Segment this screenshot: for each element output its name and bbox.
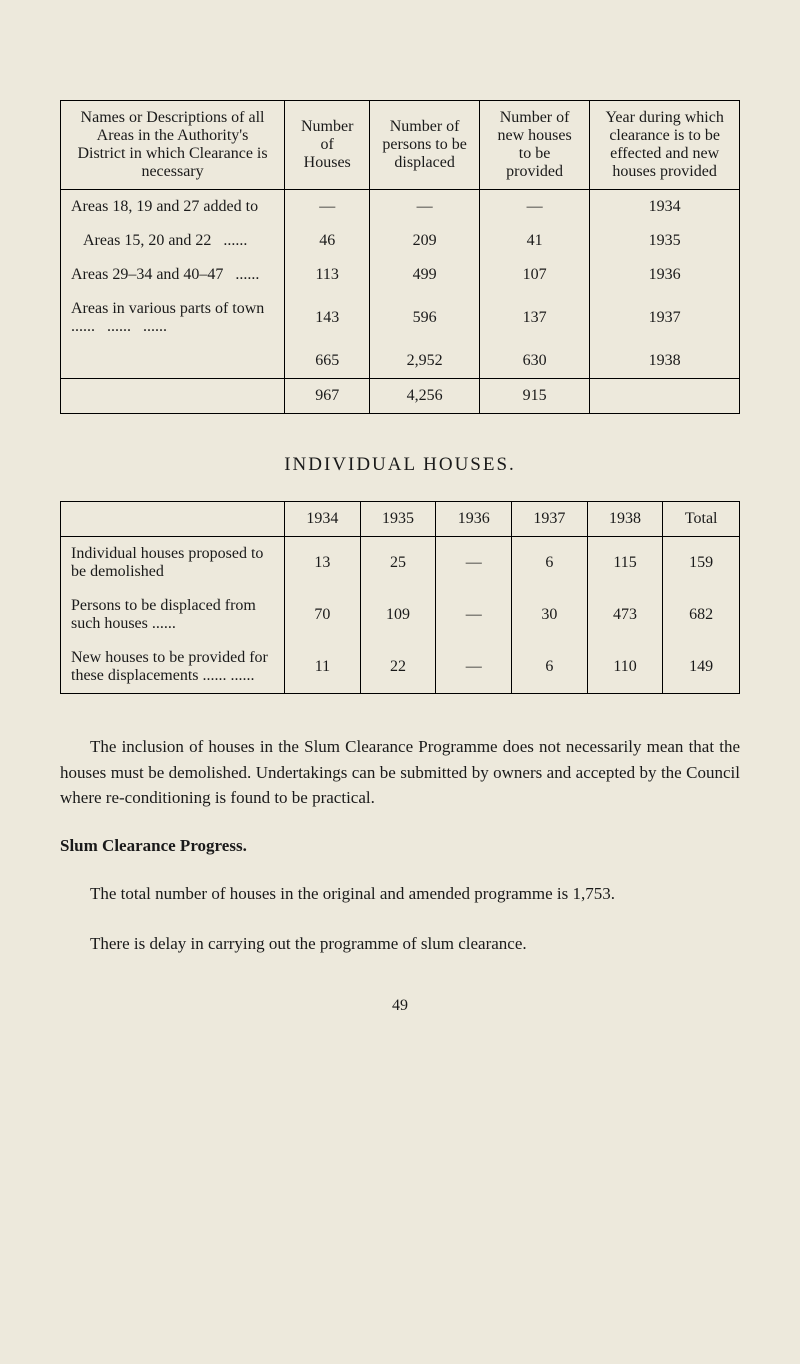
cell-1935: 109 [360, 589, 436, 641]
clearance-areas-table: Names or Descriptions of all Areas in th… [60, 100, 740, 414]
section-title-individual-houses: INDIVIDUAL HOUSES. [60, 454, 740, 476]
table-row: Individual houses proposed to be demolis… [61, 537, 740, 590]
cell-total-persons: 4,256 [370, 379, 480, 414]
cell-persons: 2,952 [370, 344, 480, 379]
cell-total: 682 [663, 589, 740, 641]
table-row: Areas 15, 20 and 22 ......46209411935 [61, 224, 740, 258]
cell-1934: 11 [285, 641, 361, 694]
cell-desc: Individual houses proposed to be demolis… [61, 537, 285, 590]
cell-1934: 13 [285, 537, 361, 590]
cell-total: 159 [663, 537, 740, 590]
cell-1935: 22 [360, 641, 436, 694]
cell-persons: — [370, 190, 480, 225]
cell-1936: — [436, 641, 512, 694]
table-row: Areas in various parts of town ...... ..… [61, 292, 740, 344]
cell-1936: — [436, 537, 512, 590]
table-row: Areas 29–34 and 40–47 ......113499107193… [61, 258, 740, 292]
header-cell: 1938 [587, 502, 663, 537]
cell-persons: 209 [370, 224, 480, 258]
header-names: Names or Descriptions of all Areas in th… [61, 101, 285, 190]
header-cell: 1937 [512, 502, 588, 537]
cell-total: 149 [663, 641, 740, 694]
header-cell: 1935 [360, 502, 436, 537]
header-houses: Number of Houses [285, 101, 370, 190]
cell-total-houses: 967 [285, 379, 370, 414]
header-newhouses: Number of new houses to be provided [479, 101, 589, 190]
cell-year: 1935 [590, 224, 740, 258]
header-cell: Total [663, 502, 740, 537]
cell-desc: Areas 29–34 and 40–47 ...... [61, 258, 285, 292]
paragraph-inclusion: The inclusion of houses in the Slum Clea… [60, 734, 740, 811]
cell-desc: Persons to be displaced from such houses… [61, 589, 285, 641]
table-total-row: 9674,256915 [61, 379, 740, 414]
cell-1938: 115 [587, 537, 663, 590]
cell-1935: 25 [360, 537, 436, 590]
cell-desc [61, 344, 285, 379]
cell-1938: 473 [587, 589, 663, 641]
cell-1936: — [436, 589, 512, 641]
cell-total-newhouses: 915 [479, 379, 589, 414]
cell-newhouses: 630 [479, 344, 589, 379]
table-row: 6652,9526301938 [61, 344, 740, 379]
cell-year: 1934 [590, 190, 740, 225]
cell-houses: 46 [285, 224, 370, 258]
cell-1938: 110 [587, 641, 663, 694]
cell-newhouses: 137 [479, 292, 589, 344]
cell-1937: 6 [512, 537, 588, 590]
cell-houses: — [285, 190, 370, 225]
header-cell: 1936 [436, 502, 512, 537]
cell-houses: 143 [285, 292, 370, 344]
header-cell [61, 502, 285, 537]
cell-desc: Areas in various parts of town ...... ..… [61, 292, 285, 344]
header-cell: 1934 [285, 502, 361, 537]
cell-persons: 499 [370, 258, 480, 292]
cell-newhouses: — [479, 190, 589, 225]
cell-houses: 113 [285, 258, 370, 292]
page-container: Names or Descriptions of all Areas in th… [0, 0, 800, 1364]
table-header-row: 19341935193619371938Total [61, 502, 740, 537]
cell-total-desc [61, 379, 285, 414]
table-header-row: Names or Descriptions of all Areas in th… [61, 101, 740, 190]
cell-1934: 70 [285, 589, 361, 641]
cell-year: 1938 [590, 344, 740, 379]
paragraph-delay: There is delay in carrying out the progr… [60, 931, 740, 957]
paragraph-total-houses: The total number of houses in the origin… [60, 881, 740, 907]
individual-houses-table: 19341935193619371938Total Individual hou… [60, 501, 740, 694]
cell-year: 1936 [590, 258, 740, 292]
cell-newhouses: 41 [479, 224, 589, 258]
cell-year: 1937 [590, 292, 740, 344]
header-year: Year during which clearance is to be eff… [590, 101, 740, 190]
cell-newhouses: 107 [479, 258, 589, 292]
table-row: Areas 18, 19 and 27 added to———1934 [61, 190, 740, 225]
cell-houses: 665 [285, 344, 370, 379]
cell-desc: New houses to be provided for these disp… [61, 641, 285, 694]
page-number: 49 [60, 997, 740, 1015]
cell-1937: 6 [512, 641, 588, 694]
cell-1937: 30 [512, 589, 588, 641]
header-persons: Number of persons to be displaced [370, 101, 480, 190]
cell-desc: Areas 15, 20 and 22 ...... [61, 224, 285, 258]
cell-persons: 596 [370, 292, 480, 344]
table-row: New houses to be provided for these disp… [61, 641, 740, 694]
cell-desc: Areas 18, 19 and 27 added to [61, 190, 285, 225]
heading-slum-clearance-progress: Slum Clearance Progress. [60, 836, 740, 856]
table-row: Persons to be displaced from such houses… [61, 589, 740, 641]
cell-total-year [590, 379, 740, 414]
